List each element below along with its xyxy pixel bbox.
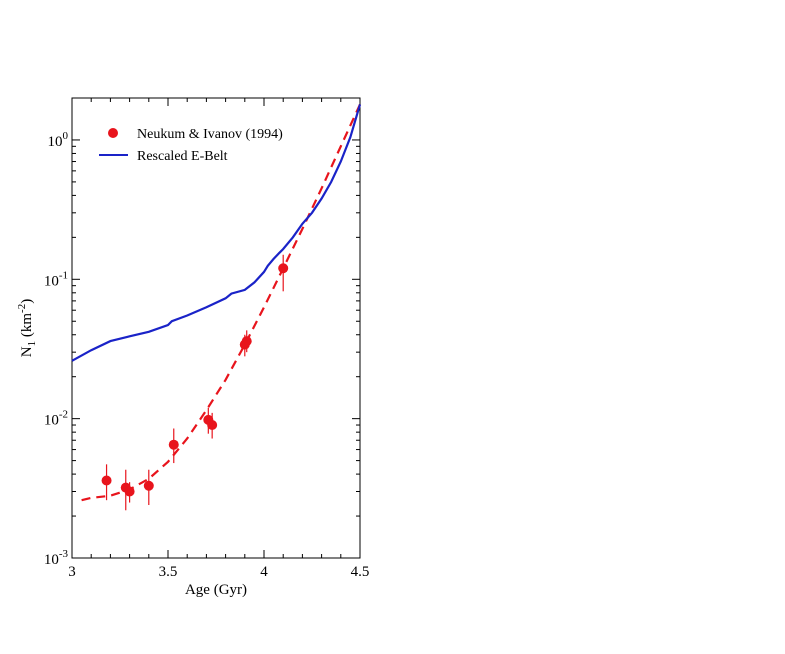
y-tick-exponent: -1	[59, 269, 68, 281]
y-tick-label: 10-1	[44, 269, 68, 289]
data-point	[168, 439, 179, 450]
legend-label-neukum: Neukum & Ivanov (1994)	[137, 127, 283, 142]
legend: Neukum & Ivanov (1994) Rescaled E-Belt	[99, 127, 283, 164]
ebelt-line	[71, 104, 362, 362]
y-tick-base: 10	[44, 413, 59, 429]
y-tick-label: 10-2	[44, 409, 68, 429]
y-tick-label: 100	[48, 130, 69, 150]
y-axis-sub: 1	[26, 341, 38, 347]
y-axis-base: N	[19, 346, 35, 357]
y-tick-exponent: 0	[63, 130, 69, 142]
y-tick-label: 10-3	[44, 548, 69, 568]
y-axis-title: N1 (km-2)	[16, 299, 38, 357]
x-tick-labels: 3 3.5 4 4.5	[68, 564, 369, 580]
y-tick-base: 10	[48, 134, 63, 150]
legend-label-ebelt: Rescaled E-Belt	[137, 149, 228, 164]
legend-marker-neukum	[108, 128, 118, 138]
data-point	[207, 420, 218, 431]
x-axis-title: Age (Gyr)	[185, 582, 247, 598]
x-tick-label: 4	[260, 564, 268, 580]
y-tick-exponent: -3	[59, 548, 69, 560]
y-axis-unit-sup: -2	[16, 304, 28, 313]
y-tick-exponent: -2	[59, 409, 68, 421]
data-point	[143, 480, 154, 491]
y-tick-base: 10	[44, 552, 59, 568]
x-tick-label: 3	[68, 564, 76, 580]
plot-frame	[71, 97, 361, 559]
x-tick-label: 4.5	[351, 564, 370, 580]
x-tick-label: 3.5	[159, 564, 178, 580]
y-tick-base: 10	[44, 273, 59, 289]
axis-ticks	[71, 97, 361, 559]
data-point	[101, 475, 112, 486]
y-axis-unit-close: )	[19, 299, 35, 304]
y-axis-unit-open: (km	[19, 313, 35, 341]
series-layer	[71, 103, 362, 511]
